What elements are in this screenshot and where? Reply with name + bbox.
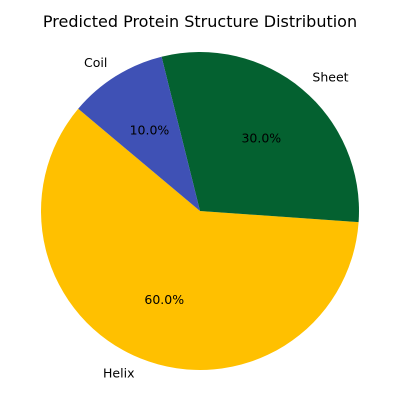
pie-slice-helix: [40, 108, 359, 371]
pie-category-label-coil: Coil: [84, 55, 107, 70]
pie-percent-label-sheet: 30.0%: [241, 130, 281, 145]
chart-title: Predicted Protein Structure Distribution: [43, 12, 357, 31]
pie-labels: 60.0% Helix 30.0% Sheet 10.0% Coil: [84, 55, 349, 380]
pie-percent-label-helix: 60.0%: [144, 292, 184, 307]
pie-percent-label-coil: 10.0%: [130, 123, 170, 138]
pie-slice-coil: [78, 56, 200, 212]
pie-slice-sheet: [161, 52, 359, 223]
pie-slices: [40, 52, 359, 371]
pie-category-label-sheet: Sheet: [312, 70, 348, 85]
pie-category-label-helix: Helix: [103, 366, 134, 381]
